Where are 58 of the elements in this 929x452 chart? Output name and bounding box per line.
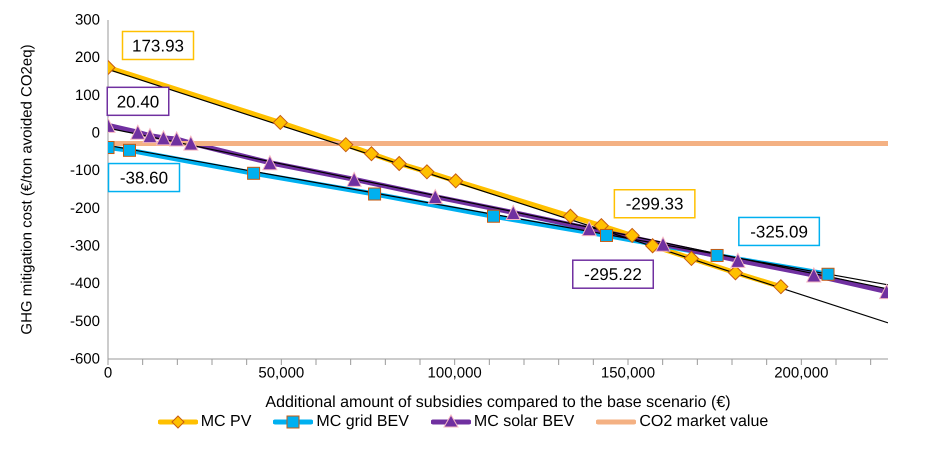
y-tick-label: 200 xyxy=(74,49,100,66)
y-tick-label: -400 xyxy=(70,275,100,292)
y-tick-label: -600 xyxy=(70,350,100,368)
y-tick-label: -500 xyxy=(70,312,100,330)
point xyxy=(562,208,578,224)
legend-label: MC PV xyxy=(200,413,252,431)
point xyxy=(656,236,671,252)
point xyxy=(346,172,362,187)
point xyxy=(645,238,660,254)
point xyxy=(600,228,614,242)
y-tick-label: 300 xyxy=(74,12,100,28)
point xyxy=(710,248,724,262)
point xyxy=(130,124,146,140)
point xyxy=(773,279,788,294)
y-tick-label: -100 xyxy=(70,162,100,180)
point xyxy=(338,137,354,152)
x-tick-label: 0 xyxy=(104,364,112,382)
legend-label: MC grid BEV xyxy=(316,413,409,431)
y-tick-label: -300 xyxy=(70,238,100,254)
point xyxy=(122,144,136,157)
x-tick-label: 200,000 xyxy=(774,364,828,382)
point xyxy=(448,173,464,188)
point xyxy=(822,268,835,281)
point xyxy=(684,250,699,266)
annotation: -295.22 xyxy=(584,265,642,284)
annotation: -325.09 xyxy=(750,222,808,242)
point xyxy=(419,164,434,180)
annotation: -299.33 xyxy=(626,194,684,214)
point xyxy=(272,114,288,130)
point xyxy=(364,146,379,162)
x-tick-label: 150,000 xyxy=(600,364,656,382)
point xyxy=(156,130,171,146)
point xyxy=(262,155,278,170)
point xyxy=(183,136,198,151)
x-tick-label: 50,000 xyxy=(258,364,304,382)
point xyxy=(392,156,407,172)
annotation: 20.40 xyxy=(116,92,160,112)
point xyxy=(428,189,443,204)
point xyxy=(142,128,158,144)
y-tick-label: -200 xyxy=(70,200,100,217)
x-axis-title: Additional amount of subsidies compared to the base scenario (€) xyxy=(265,394,731,411)
point xyxy=(247,166,260,180)
point xyxy=(582,221,597,236)
legend-label: CO2 market value xyxy=(639,413,768,431)
point xyxy=(806,268,822,283)
point xyxy=(506,204,521,220)
y-tick-label: 100 xyxy=(74,86,100,104)
annotation: 173.93 xyxy=(132,36,184,56)
legend-label: MC solar BEV xyxy=(474,413,574,431)
point xyxy=(169,132,184,147)
y-tick-label: 0 xyxy=(92,124,100,142)
annotation: -38.60 xyxy=(120,168,168,188)
point xyxy=(624,228,640,243)
x-tick-label: 100,000 xyxy=(428,364,482,382)
y-axis-title: GHG mitigation cost (€/ton avoided CO2eq) xyxy=(18,44,36,335)
point xyxy=(486,210,500,223)
point xyxy=(730,252,746,268)
point xyxy=(368,188,382,201)
